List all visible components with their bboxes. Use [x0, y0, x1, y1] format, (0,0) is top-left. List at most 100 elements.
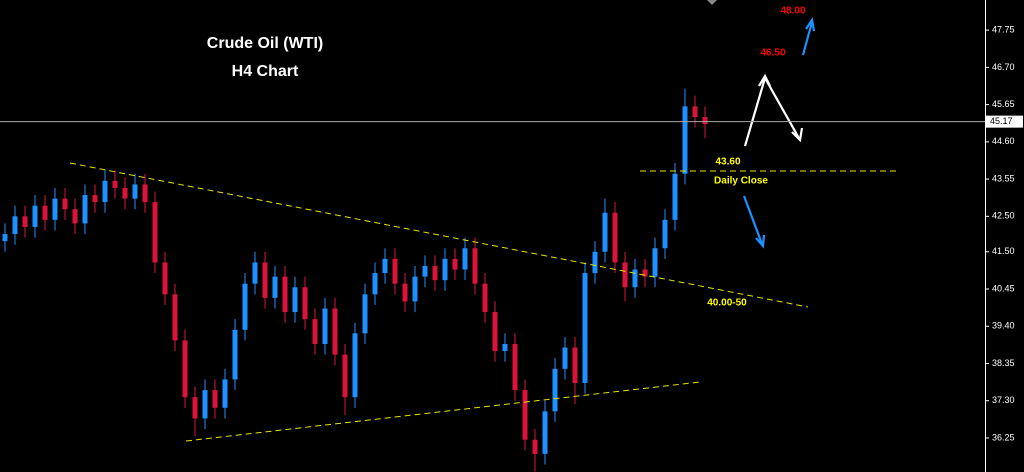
candle-body — [72, 209, 78, 224]
candle-body — [392, 258, 398, 284]
shift-marker — [707, 0, 717, 5]
candle-body — [432, 265, 438, 281]
candle-body — [12, 216, 18, 235]
candle-body — [682, 106, 688, 174]
candle-body — [22, 216, 28, 227]
candle-body — [2, 234, 8, 242]
white-arrowhead — [758, 73, 771, 87]
candle-body — [592, 251, 598, 274]
candle-body — [232, 329, 238, 380]
candle-body — [642, 269, 648, 277]
candle-body — [492, 312, 498, 352]
candle-body — [382, 258, 388, 274]
candle-body — [512, 343, 518, 391]
y-tick-label: 47.75 — [992, 25, 1015, 35]
candle-body — [172, 294, 178, 341]
blue-arrowhead — [755, 234, 766, 249]
candle-body — [672, 173, 678, 220]
blue-arrow-up — [801, 21, 814, 56]
candle-body — [652, 248, 658, 277]
candle-body — [282, 276, 288, 313]
candle-body — [212, 390, 218, 408]
y-tick-label: 37.30 — [992, 395, 1015, 405]
candle-body — [152, 202, 158, 263]
y-tick-label: 39.40 — [992, 321, 1015, 331]
candle-body — [192, 397, 198, 419]
candle-body — [312, 319, 318, 344]
candle-body — [572, 347, 578, 383]
candle-body — [522, 390, 528, 440]
candle-body — [542, 411, 548, 454]
candle-body — [252, 262, 258, 284]
annotation: Daily Close — [714, 176, 768, 187]
candle-body — [82, 195, 88, 224]
annotation: 40.00-50 — [707, 298, 747, 309]
candle-body — [702, 117, 708, 125]
current-price-label: 45.17 — [990, 116, 1013, 126]
annotation: 43.60 — [715, 157, 740, 168]
candle-body — [332, 308, 338, 355]
candle-body — [322, 308, 328, 344]
candle-body — [462, 248, 468, 270]
y-tick-label: 46.70 — [992, 62, 1015, 72]
candle-body — [292, 287, 298, 313]
candles — [2, 88, 708, 472]
y-tick-label: 43.55 — [992, 173, 1015, 183]
candle-body — [242, 283, 248, 330]
candle-body — [52, 198, 58, 220]
candle-body — [62, 198, 68, 210]
candle-body — [262, 262, 268, 298]
candle-body — [362, 294, 368, 334]
candle-body — [32, 205, 38, 227]
y-tick-label: 38.35 — [992, 358, 1015, 368]
y-tick-label: 44.60 — [992, 136, 1015, 146]
candle-body — [112, 180, 118, 188]
candle-body — [162, 262, 168, 295]
y-tick-label: 45.65 — [992, 99, 1015, 109]
candle-body — [132, 184, 138, 199]
candle-body — [692, 106, 698, 118]
candle-body — [272, 276, 278, 298]
candle-body — [122, 187, 128, 199]
arrows — [742, 17, 816, 249]
candle-body — [612, 212, 618, 263]
resistance-trendline — [69, 162, 809, 308]
candle-body — [552, 368, 558, 412]
candle-body — [602, 212, 608, 252]
candle-body — [582, 273, 588, 383]
candle-body — [482, 283, 488, 313]
chart-title: Crude Oil (WTI) — [207, 35, 323, 52]
annotation: 46.50 — [760, 48, 785, 59]
candle-body — [452, 258, 458, 270]
blue-arrow-down — [742, 195, 764, 245]
candle-body — [182, 340, 188, 398]
support-trendline — [185, 381, 701, 442]
candle-body — [102, 180, 108, 203]
candle-body — [92, 195, 98, 203]
candle-body — [202, 390, 208, 419]
candle-body — [632, 269, 638, 288]
white-arrowhead — [791, 127, 804, 143]
candle-body — [472, 248, 478, 284]
y-tick-label: 40.45 — [992, 283, 1015, 293]
candle-body — [342, 354, 348, 398]
y-tick-label: 41.50 — [992, 246, 1015, 256]
y-tick-label: 42.50 — [992, 211, 1015, 221]
candle-body — [442, 258, 448, 281]
blue-arrowhead — [805, 17, 816, 32]
candle-body — [422, 265, 428, 277]
candle-body — [532, 439, 538, 454]
current-price-box — [986, 115, 1023, 128]
candle-body — [622, 262, 628, 288]
candle-body — [142, 184, 148, 203]
annotation: 48.00 — [780, 6, 805, 17]
candle-body — [372, 273, 378, 295]
y-tick-label: 36.25 — [992, 432, 1015, 442]
candle-body — [412, 276, 418, 302]
candle-body — [562, 347, 568, 369]
candle-body — [302, 287, 308, 320]
candle-body — [502, 343, 508, 352]
candle-body — [42, 205, 48, 220]
